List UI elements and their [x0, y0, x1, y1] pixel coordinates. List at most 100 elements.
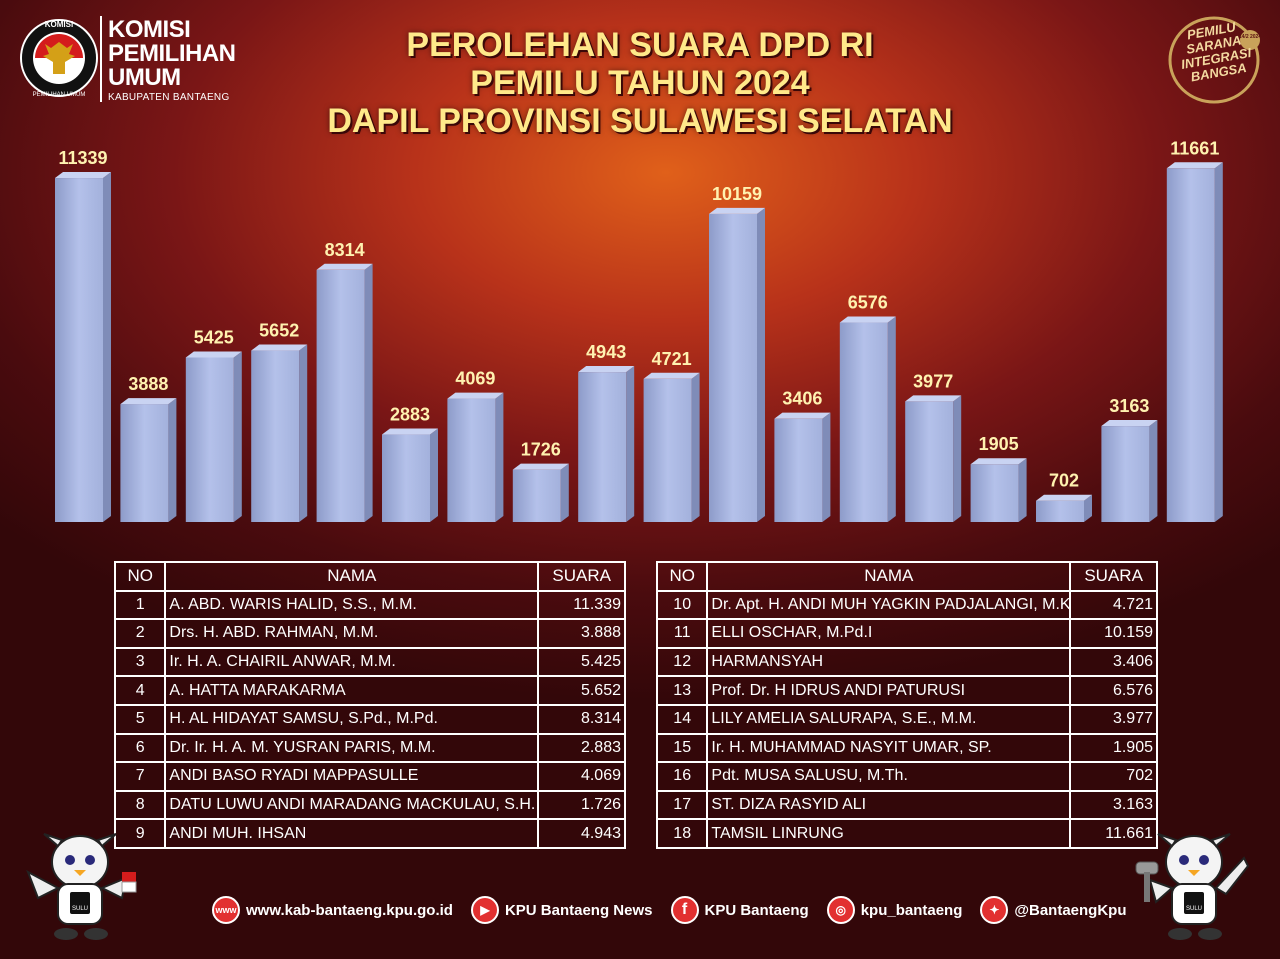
bar-front: [120, 404, 169, 522]
vote-count: 702: [1069, 761, 1158, 792]
row-number: 1: [113, 589, 167, 621]
footer-links: www www.kab-bantaeng.kpu.go.id ▶ KPU Ban…: [212, 895, 1145, 925]
website-label: www.kab-bantaeng.kpu.go.id: [246, 901, 453, 919]
bar-top: [643, 372, 700, 379]
bar-value-label: 5652: [259, 321, 299, 341]
col-header-suara: SUARA: [1069, 561, 1158, 592]
org-line-3: UMUM: [108, 64, 181, 91]
col-header-nama: NAMA: [706, 561, 1072, 592]
table-row: 18 TAMSIL LINRUNG 11.661: [655, 818, 1158, 849]
bar-top: [1166, 162, 1223, 169]
candidate-name: DATU LUWU ANDI MARADANG MACKULAU, S.H.: [164, 789, 540, 821]
table-row: 8 DATU LUWU ANDI MARADANG MACKULAU, S.H. 1…: [113, 789, 626, 821]
bar-front: [774, 418, 823, 522]
bar-side: [1018, 458, 1027, 522]
svg-text:KOMISI: KOMISI: [45, 20, 73, 29]
vote-count: 3.163: [1069, 789, 1158, 821]
bar-top: [512, 463, 569, 470]
instagram-label: kpu_bantaeng: [860, 901, 963, 919]
facebook-icon: f: [670, 896, 699, 924]
footer-facebook[interactable]: f KPU Bantaeng: [670, 896, 809, 924]
bar-top: [447, 392, 504, 399]
bar-front: [709, 213, 757, 522]
bar-front: [447, 398, 496, 522]
row-number: 5: [113, 703, 167, 735]
bar-front: [185, 357, 234, 522]
bar-top: [578, 366, 635, 373]
vote-count: 11.661: [1069, 818, 1158, 849]
svg-text:PEMILIHAN UMUM: PEMILIHAN UMUM: [33, 92, 86, 98]
bar-5: 8314: [316, 240, 373, 522]
bar-value-label: 4069: [455, 369, 495, 389]
svg-text:14/2 2024: 14/2 2024: [1239, 34, 1261, 40]
bar-16: 702: [1036, 471, 1092, 522]
table-row: 14 LILY AMELIA SALURAPA, S.E., M.M. 3.977: [655, 703, 1158, 735]
row-number: 16: [655, 761, 709, 792]
bar-top: [970, 458, 1027, 465]
bar-value-label: 3163: [1109, 396, 1149, 416]
bar-side: [626, 366, 635, 522]
bar-value-label: 8314: [325, 240, 365, 260]
vote-table-left: NO NAMA SUARA 1 A. ABD. WARIS HALID, S.S.…: [113, 561, 626, 849]
bar-value-label: 1905: [979, 434, 1019, 454]
bar-side: [1214, 162, 1223, 522]
bar-value-label: 6576: [848, 293, 888, 313]
bar-side: [168, 398, 177, 522]
bar-14: 3977: [905, 371, 962, 522]
bar-top: [382, 428, 438, 435]
table-row: 11 ELLI OSCHAR, M.Pd.I 10.159: [655, 618, 1158, 649]
bar-side: [822, 412, 831, 522]
svg-text:SULU: SULU: [1186, 906, 1202, 912]
title-line-3: DAPIL PROVINSI SULAWESI SELATAN: [327, 102, 953, 140]
footer-youtube[interactable]: ▶ KPU Bantaeng News: [470, 896, 653, 924]
vote-count: 3.888: [537, 618, 626, 649]
bar-side: [1084, 494, 1092, 522]
bar-6: 2883: [382, 405, 438, 522]
table-row: 17 ST. DIZA RASYID ALI 3.163: [655, 789, 1158, 821]
kpu-logo: KOMISI PEMILIHAN UMUM: [20, 19, 98, 98]
bar-front: [382, 434, 430, 522]
bar-top: [905, 395, 962, 402]
twitter-icon: ✦: [980, 896, 1009, 924]
footer-twitter[interactable]: ✦ @BantaengKpu: [980, 896, 1127, 924]
bar-top: [55, 172, 111, 179]
row-number: 4: [113, 675, 167, 706]
vote-count: 5.652: [537, 675, 626, 706]
table-row: 9 ANDI MUH. IHSAN 4.943: [113, 818, 626, 849]
candidate-name: Dr. Ir. H. A. M. YUSRAN PARIS, M.M.: [164, 732, 540, 764]
candidate-name: Dr. Apt. H. ANDI MUH YAGKIN PADJALANGI, …: [706, 589, 1072, 621]
bar-top: [120, 398, 177, 405]
bar-top: [709, 207, 765, 214]
footer-instagram[interactable]: ◎ kpu_bantaeng: [826, 896, 963, 924]
vote-count: 11.339: [537, 589, 626, 621]
col-header-nama: NAMA: [164, 561, 540, 592]
bar-value-label: 11661: [1170, 138, 1219, 158]
bar-front: [643, 378, 692, 522]
title-line-2: PEMILU TAHUN 2024: [470, 64, 810, 102]
bar-front: [55, 178, 103, 522]
bar-3: 5425: [185, 327, 242, 522]
row-number: 2: [113, 618, 167, 649]
row-number: 18: [655, 818, 709, 849]
table-row: 7 ANDI BASO RYADI MAPPASULLE 4.069: [113, 761, 626, 792]
youtube-label: KPU Bantaeng News: [504, 901, 653, 919]
bar-12: 3406: [774, 389, 831, 522]
candidate-name: TAMSIL LINRUNG: [706, 818, 1072, 849]
bar-front: [512, 469, 561, 522]
row-number: 10: [655, 589, 709, 621]
col-header-no: NO: [655, 561, 709, 592]
bar-13: 6576: [839, 293, 896, 522]
vote-count: 3.406: [1069, 646, 1158, 678]
bar-top: [316, 263, 373, 270]
bar-top: [1101, 420, 1158, 427]
globe-icon: www: [212, 896, 240, 924]
candidate-name: ELLI OSCHAR, M.Pd.I: [706, 618, 1072, 649]
bar-side: [691, 372, 700, 522]
bar-top: [251, 344, 308, 351]
bar-side: [757, 207, 765, 522]
header-divider: [100, 16, 102, 102]
candidate-name: Drs. H. ABD. RAHMAN, M.M.: [164, 618, 540, 649]
bar-value-label: 702: [1049, 471, 1079, 491]
bar-value-label: 4721: [652, 349, 692, 369]
footer-website[interactable]: www www.kab-bantaeng.kpu.go.id: [212, 896, 453, 924]
